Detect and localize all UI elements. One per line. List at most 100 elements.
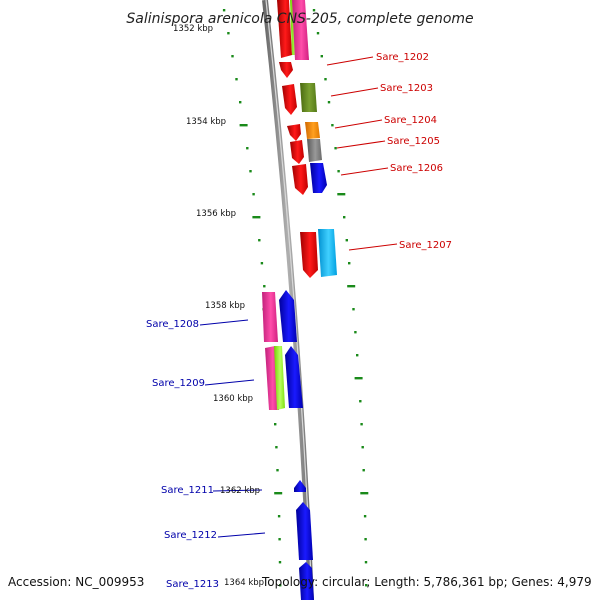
- tick-mark: [360, 492, 369, 495]
- gene-block[interactable]: [292, 0, 309, 60]
- gene-block[interactable]: [290, 140, 304, 164]
- gene-block[interactable]: [300, 232, 318, 278]
- gene-label[interactable]: Sare_1208: [146, 319, 199, 330]
- connector-line: [212, 489, 263, 492]
- tick-mark: [320, 55, 323, 58]
- gene-block[interactable]: [296, 502, 313, 560]
- gene-block[interactable]: [279, 290, 297, 342]
- gene-blocks: [262, 0, 337, 600]
- connector-line: [326, 56, 374, 66]
- tick-mark: [252, 193, 255, 196]
- accession-text: Accession: NC_009953: [8, 575, 144, 589]
- tick-mark: [316, 32, 320, 35]
- tick-mark: [274, 492, 283, 495]
- gene-block[interactable]: [277, 0, 292, 58]
- tick-mark: [263, 285, 266, 288]
- gene-block[interactable]: [300, 83, 317, 112]
- gene-label[interactable]: Sare_1207: [399, 240, 452, 251]
- connector-line: [330, 87, 379, 97]
- tick-mark: [278, 538, 281, 541]
- kbp-labels: 1352 kbp 1354 kbp 1356 kbp 1358 kbp 1360…: [173, 24, 264, 588]
- connector-line: [334, 119, 383, 129]
- kbp-label: 1362 kbp: [220, 486, 260, 496]
- tick-mark: [274, 423, 277, 426]
- tick-mark: [334, 147, 337, 150]
- tick-mark: [364, 538, 367, 541]
- tick-mark: [222, 9, 226, 12]
- kbp-label: 1354 kbp: [186, 117, 226, 127]
- tick-mark: [312, 9, 316, 12]
- gene-block[interactable]: [310, 163, 327, 193]
- gene-block[interactable]: [279, 62, 293, 78]
- tick-mark: [347, 285, 356, 288]
- tick-mark: [337, 170, 340, 173]
- tick-mark: [275, 446, 278, 449]
- gene-label[interactable]: Sare_1213: [166, 579, 219, 590]
- kbp-label: 1364 kbp: [224, 578, 264, 588]
- gene-label[interactable]: Sare_1203: [380, 83, 433, 94]
- gene-labels-left: Sare_1208 Sare_1209 Sare_1211 Sare_1212 …: [146, 319, 219, 590]
- tick-mark: [227, 32, 230, 35]
- connector-line: [348, 243, 398, 251]
- tick-mark: [327, 101, 331, 104]
- gene-block[interactable]: [299, 562, 314, 600]
- gene-label[interactable]: Sare_1202: [376, 52, 429, 63]
- tick-mark: [278, 561, 282, 564]
- tick-mark: [365, 584, 368, 587]
- tick-mark: [352, 308, 355, 311]
- gene-label[interactable]: Sare_1205: [387, 136, 440, 147]
- connector-line: [199, 319, 249, 326]
- gene-block[interactable]: [285, 346, 303, 408]
- tick-mark: [231, 55, 234, 58]
- gene-block[interactable]: [292, 164, 308, 195]
- tick-mark: [361, 446, 364, 449]
- gene-block[interactable]: [307, 139, 322, 162]
- gene-block[interactable]: [294, 480, 306, 492]
- connector-line: [204, 379, 255, 386]
- gene-label[interactable]: Sare_1204: [384, 115, 437, 126]
- tick-mark: [249, 170, 252, 173]
- connector-line: [217, 532, 266, 538]
- gene-labels-right: Sare_1202 Sare_1203 Sare_1204 Sare_1205 …: [376, 52, 452, 251]
- tick-mark: [364, 561, 368, 564]
- tick-mark: [258, 239, 261, 242]
- page-title: Salinispora arenicola CNS-205, complete …: [126, 11, 473, 27]
- gene-block[interactable]: [287, 124, 301, 141]
- tick-mark: [239, 124, 248, 127]
- kbp-label: 1352 kbp: [173, 24, 213, 34]
- tick-mark: [348, 262, 351, 265]
- tick-mark: [277, 515, 281, 518]
- tick-mark: [354, 377, 363, 380]
- gene-label[interactable]: Sare_1209: [152, 378, 205, 389]
- tick-mark: [363, 515, 367, 518]
- connector-line: [336, 140, 386, 149]
- tick-mark: [246, 147, 249, 150]
- tick-mark: [276, 469, 279, 472]
- gene-label[interactable]: Sare_1211: [161, 485, 214, 496]
- tick-mark: [337, 193, 346, 196]
- tick-mark: [239, 101, 242, 104]
- connector-line: [340, 167, 389, 176]
- gene-block[interactable]: [305, 122, 320, 139]
- gene-block[interactable]: [274, 346, 285, 410]
- gene-label[interactable]: Sare_1212: [164, 530, 217, 541]
- gene-block[interactable]: [262, 292, 278, 342]
- tick-mark: [260, 262, 264, 265]
- tick-mark: [356, 354, 359, 357]
- tick-mark: [331, 124, 334, 127]
- kbp-label: 1356 kbp: [196, 209, 236, 219]
- gene-label[interactable]: Sare_1206: [390, 163, 443, 174]
- tick-mark: [360, 423, 363, 426]
- tick-mark: [252, 216, 261, 219]
- kbp-label: 1358 kbp: [205, 301, 245, 311]
- genome-summary: Topology: circular; Length: 5,786,361 bp…: [261, 575, 592, 589]
- tick-mark: [324, 78, 327, 81]
- tick-mark: [279, 584, 282, 587]
- gene-block[interactable]: [318, 229, 337, 277]
- kbp-label: 1360 kbp: [213, 394, 253, 404]
- gene-block[interactable]: [282, 84, 297, 115]
- tick-mark: [343, 216, 346, 219]
- label-connectors: [199, 56, 398, 538]
- tick-mark: [362, 469, 365, 472]
